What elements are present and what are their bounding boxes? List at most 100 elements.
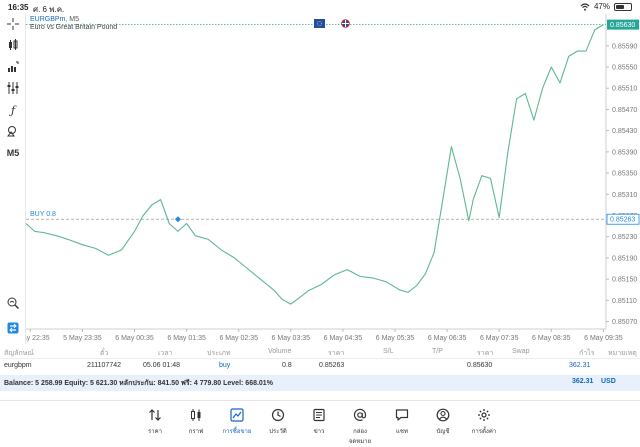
settings-sliders-icon[interactable]: [5, 80, 21, 96]
col-sl: S/L: [383, 348, 394, 355]
mail-icon: [343, 407, 377, 423]
y-tick-label: 0.85430: [612, 128, 637, 135]
chart-symbol: EURGBPm: [30, 16, 66, 23]
y-tick-label: 0.85150: [612, 277, 637, 284]
candles-icon: [179, 407, 213, 423]
status-bar: 16:35 ศ. 6 พ.ค. 47%: [0, 0, 640, 14]
tab-charts[interactable]: กราฟ: [179, 407, 213, 436]
row-type: buy: [219, 362, 231, 369]
bottom-tab-bar: ราคา กราฟ การซื้อขาย ประวัติ ข่าว กล่องจ…: [0, 400, 640, 447]
x-tick-label: 6 May 02:35: [219, 335, 258, 342]
x-tick-label: 6 May 03:35: [272, 335, 311, 342]
col-swap: Swap: [512, 348, 530, 355]
status-time: 16:35: [8, 3, 29, 12]
account-currency: USD: [601, 378, 616, 385]
x-tick-label: 5 May 22:35: [26, 335, 50, 342]
status-date: ศ. 6 พ.ค.: [33, 5, 65, 14]
tab-quotes-label: ราคา: [148, 429, 162, 435]
wifi-icon: [580, 2, 590, 11]
battery-percent: 47%: [593, 2, 610, 11]
timeframe-button[interactable]: M5: [6, 148, 20, 158]
one-click-trading-icon[interactable]: [5, 320, 21, 336]
tab-history[interactable]: ประวัติ: [261, 407, 295, 436]
x-tick-label: 6 May 07:35: [480, 335, 519, 342]
tab-account-label: บัญชี: [436, 429, 450, 435]
row-price: 0.85630: [467, 362, 493, 369]
balance-summary: Balance: 5 258.99 Equity: 5 621.30 หลักป…: [4, 380, 273, 387]
status-right: 47%: [580, 2, 632, 11]
col-type: ประเภท: [207, 350, 231, 357]
tab-trade[interactable]: การซื้อขาย: [220, 407, 254, 436]
tab-news-label: ข่าว: [313, 429, 325, 435]
y-tick-label: 0.85510: [612, 86, 637, 93]
history-icon: [261, 407, 295, 423]
col-tp: T/P: [432, 348, 443, 355]
col-open-price: ราคา: [328, 350, 345, 357]
buy-price-label: 0.85263: [610, 217, 635, 224]
tab-news[interactable]: ข่าว: [302, 407, 336, 436]
row-time: 05.06 01:48: [143, 362, 180, 369]
tab-account[interactable]: บัญชี: [426, 407, 460, 436]
tab-mailbox-label: กล่องจดหมาย: [348, 429, 372, 445]
x-tick-label: 6 May 00:35: [115, 335, 154, 342]
x-tick-label: 6 May 06:35: [428, 335, 467, 342]
position-row[interactable]: eurgbpm 211107742 05.06 01:48 buy 0.8 0.…: [0, 359, 640, 375]
y-tick-label: 0.85230: [612, 234, 637, 241]
row-volume: 0.8: [282, 362, 292, 369]
buy-entry-marker: [174, 216, 181, 223]
price-series-line: [26, 24, 604, 305]
tab-chat[interactable]: แชท: [385, 407, 419, 436]
row-symbol: eurgbpm: [4, 362, 32, 369]
y-tick-label: 0.85470: [612, 107, 637, 114]
crosshair-icon[interactable]: [5, 16, 21, 32]
col-profit: กำไร: [579, 350, 595, 357]
chart-canvas[interactable]: 0.85590 0.85550 0.85510 0.85470 0.85430 0.853…: [26, 14, 640, 344]
chart-symbol-title: EURGBPm, M5: [30, 16, 80, 23]
tab-mailbox[interactable]: กล่องจดหมาย: [343, 407, 377, 446]
tab-history-label: ประวัติ: [269, 429, 287, 435]
settings-icon: [467, 407, 501, 423]
x-tick-label: 6 May 09:35: [584, 335, 623, 342]
y-tick-label: 0.85350: [612, 171, 637, 178]
chart-toolbar: ƒ M5: [0, 14, 26, 344]
y-tick-label: 0.85590: [612, 43, 637, 50]
tab-settings-label: การตั้งค่า: [471, 429, 497, 435]
x-tick-label: 6 May 04:35: [324, 335, 363, 342]
y-tick-label: 0.85070: [612, 319, 637, 326]
x-tick-label: 5 May 23:35: [63, 335, 102, 342]
trade-icon: [220, 407, 254, 423]
y-tick-label: 0.85110: [612, 298, 637, 305]
row-profit: 362.31: [569, 362, 591, 369]
tab-charts-label: กราฟ: [188, 429, 204, 435]
chart-description: Euro vs Great Britain Pound: [30, 24, 118, 31]
buy-price-tag: [606, 213, 640, 225]
zoom-icon[interactable]: [5, 295, 21, 311]
col-symbol: สัญลักษณ์: [4, 350, 34, 357]
chat-icon: [385, 407, 419, 423]
price-chart[interactable]: 0.85590 0.85550 0.85510 0.85470 0.85430 0.853…: [26, 14, 640, 344]
tab-chat-label: แชท: [396, 429, 408, 435]
x-tick-label: 6 May 01:35: [167, 335, 206, 342]
indicators-icon[interactable]: [5, 59, 21, 75]
tab-quotes[interactable]: ราคา: [138, 407, 172, 436]
tab-settings[interactable]: การตั้งค่า: [467, 407, 501, 436]
eu-flag-icon: [314, 19, 325, 28]
col-ticket: ตั๋ว: [100, 350, 109, 357]
chart-type-icon[interactable]: [5, 37, 21, 53]
y-tick-label: 0.85310: [612, 192, 637, 199]
tab-trade-label: การซื้อขาย: [222, 429, 252, 435]
objects-icon[interactable]: [5, 123, 21, 139]
row-open-price: 0.85263: [319, 362, 345, 369]
current-price-tag: [607, 19, 639, 30]
col-price: ราคา: [477, 350, 494, 357]
x-tick-label: 6 May 05:35: [376, 335, 415, 342]
col-comment: หมายเหตุ: [608, 350, 637, 357]
y-tick-label: 0.85550: [612, 65, 637, 72]
news-icon: [302, 407, 336, 423]
y-tick-label: 0.85190: [612, 255, 637, 262]
account-balance-bar: Balance: 5 258.99 Equity: 5 621.30 หลักป…: [0, 375, 640, 391]
function-icon[interactable]: ƒ: [10, 103, 16, 117]
col-volume: Volume: [268, 348, 292, 355]
row-ticket: 211107742: [87, 362, 121, 369]
buy-line-label: BUY 0.8: [30, 211, 56, 218]
